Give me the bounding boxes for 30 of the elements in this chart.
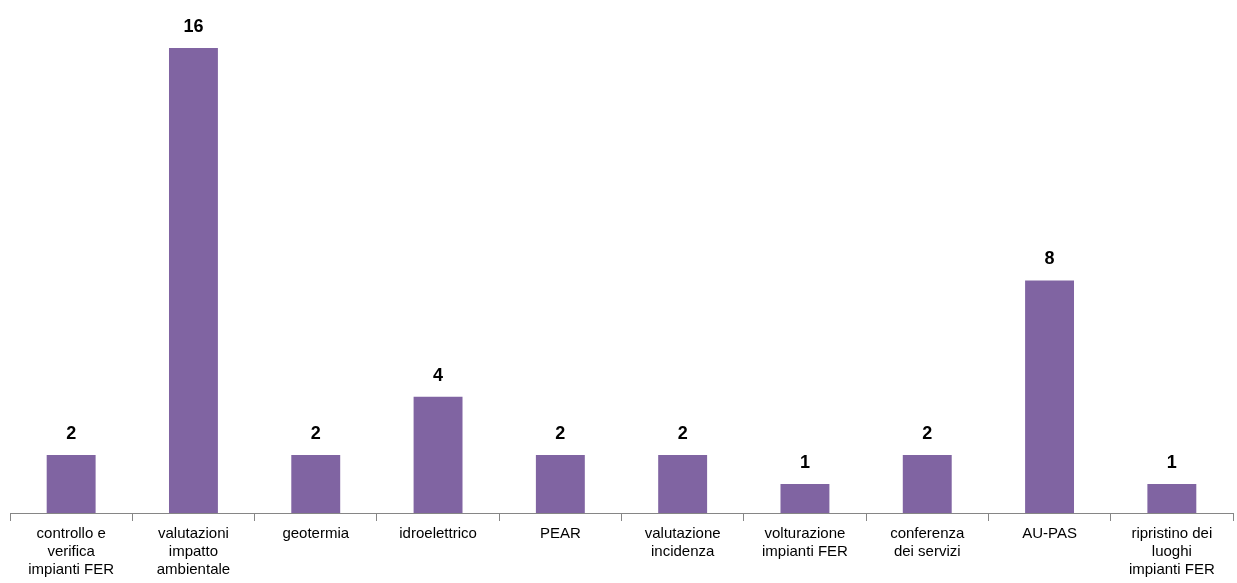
bar (46, 454, 96, 513)
x-tick-label: conferenza dei servizi (890, 524, 966, 560)
bar (1147, 483, 1197, 513)
data-label: 2 (555, 422, 566, 443)
data-label: 8 (1044, 248, 1055, 269)
bar (413, 396, 463, 513)
data-label: 1 (799, 451, 810, 472)
x-tick-label: volturazione impianti FER (762, 524, 849, 560)
data-label: 2 (677, 422, 688, 443)
bar (168, 48, 218, 513)
x-tick-label: valutazione incidenza (644, 524, 721, 560)
bar (535, 454, 585, 513)
x-tick-label: ripristino dei luoghi impianti FER (1128, 524, 1215, 578)
x-tick-label: controllo e verifica impianti FER (28, 524, 115, 578)
bar (902, 454, 952, 513)
bar (780, 483, 830, 513)
data-label: 4 (433, 364, 444, 385)
data-label: 16 (183, 15, 204, 36)
data-label: 2 (922, 422, 933, 443)
x-tick-label: geotermia (282, 524, 350, 542)
data-label: 2 (66, 422, 77, 443)
data-label: 2 (310, 422, 321, 443)
x-tick-label: PEAR (539, 524, 581, 542)
x-tick-label: valutazioni impatto ambientale (156, 524, 231, 578)
x-tick-label: AU-PAS (1022, 524, 1077, 542)
bar (658, 454, 708, 513)
bar (291, 454, 341, 513)
data-label: 1 (1166, 451, 1177, 472)
bar (1025, 280, 1075, 513)
x-tick-label: idroelettrico (399, 524, 477, 542)
